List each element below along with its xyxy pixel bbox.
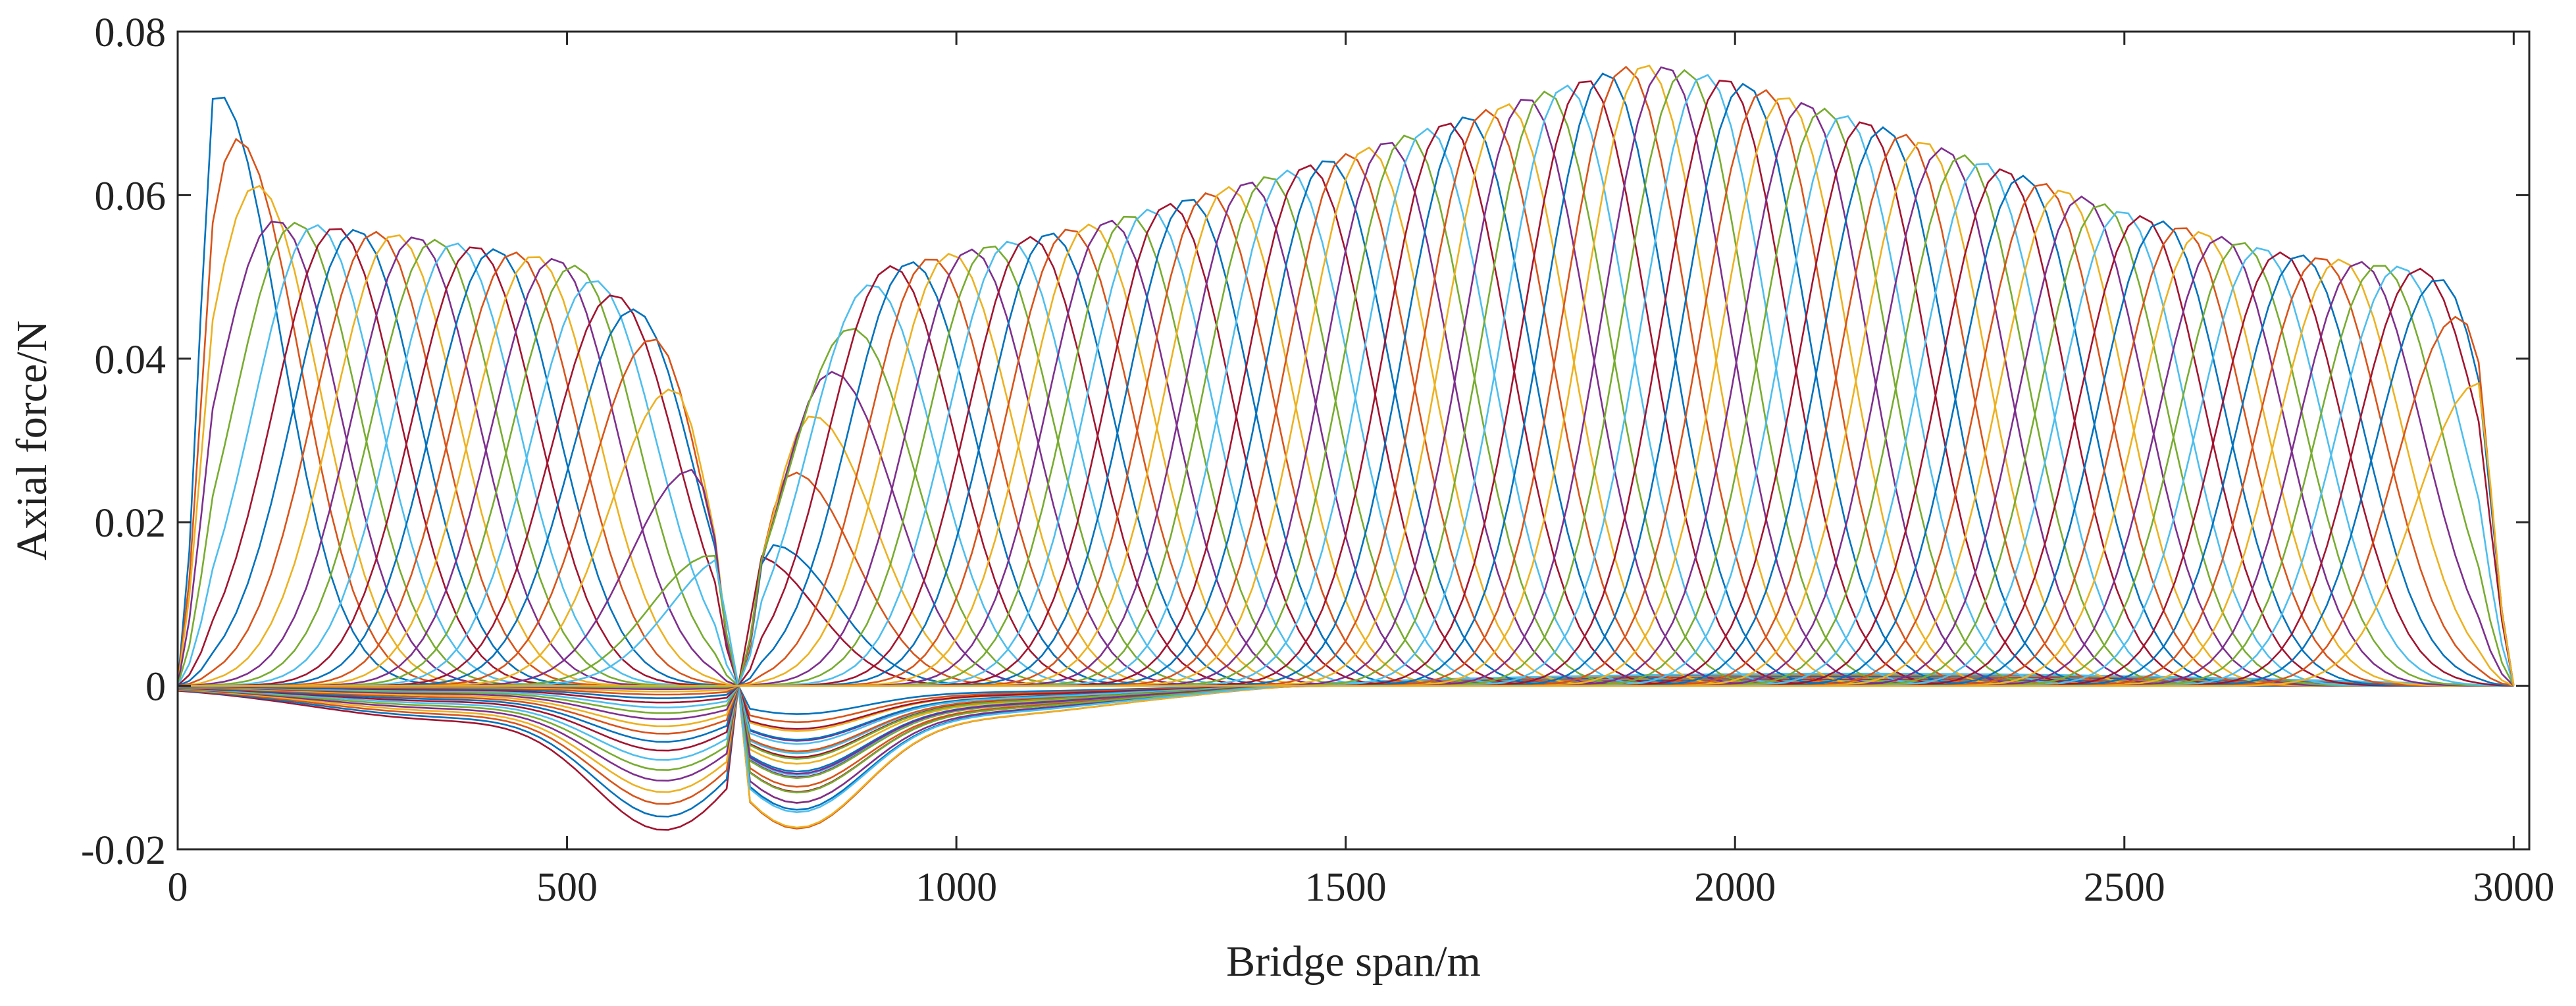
series-line <box>176 138 2514 724</box>
x-tick-label: 1000 <box>915 865 997 910</box>
x-tick-label: 1500 <box>1305 865 1387 910</box>
series-line <box>178 153 2514 687</box>
y-axis-label: Axial force/N <box>8 321 56 561</box>
series-line <box>177 261 2514 743</box>
series-line <box>178 315 2515 687</box>
ticks-layer: 0 500 1000 1500 2000 2500 3000-0.0200.020.040.… <box>81 11 2554 910</box>
x-tick-label: 0 <box>168 865 188 910</box>
x-axis-label: Bridge span/m <box>1226 938 1481 986</box>
plot-area-frame <box>176 30 2531 851</box>
series-line <box>178 382 2515 687</box>
series-line <box>176 184 2514 732</box>
series-line <box>177 248 2514 720</box>
series-layer <box>176 65 2515 831</box>
series-line <box>178 242 2514 745</box>
series-line <box>178 154 2514 687</box>
series-line <box>178 251 2514 687</box>
series-line <box>176 221 2514 753</box>
y-tick-label: 0 <box>145 665 166 710</box>
y-tick-label: 0.02 <box>95 501 167 546</box>
series-line <box>177 252 2514 728</box>
series-line <box>178 261 2515 687</box>
y-tick-label: -0.02 <box>81 828 166 873</box>
y-tick-label: 0.08 <box>95 11 167 55</box>
series-line <box>178 142 2514 687</box>
series-line <box>177 415 2514 793</box>
series-line <box>176 96 2514 715</box>
series-line <box>178 254 2514 687</box>
series-line <box>177 371 2514 782</box>
series-line <box>178 338 2514 830</box>
series-line <box>178 142 2514 687</box>
series-line <box>178 65 2514 687</box>
x-tick-label: 2500 <box>2084 865 2165 910</box>
series-line <box>178 554 2514 794</box>
series-line <box>178 134 2514 687</box>
series-line <box>178 258 2514 687</box>
series-line <box>178 146 2514 687</box>
series-line <box>178 251 2514 788</box>
series-line <box>178 160 2514 687</box>
y-tick-label: 0.06 <box>95 174 167 219</box>
y-tick-label: 0.04 <box>95 338 167 383</box>
series-line <box>178 294 2514 793</box>
series-line <box>178 257 2514 687</box>
series-line <box>178 134 2514 687</box>
series-line <box>178 227 2514 687</box>
series-line <box>178 147 2514 687</box>
x-tick-label: 500 <box>536 865 598 910</box>
x-tick-label: 3000 <box>2473 865 2554 910</box>
x-tick-label: 2000 <box>1694 865 1776 910</box>
series-line <box>178 230 2514 687</box>
